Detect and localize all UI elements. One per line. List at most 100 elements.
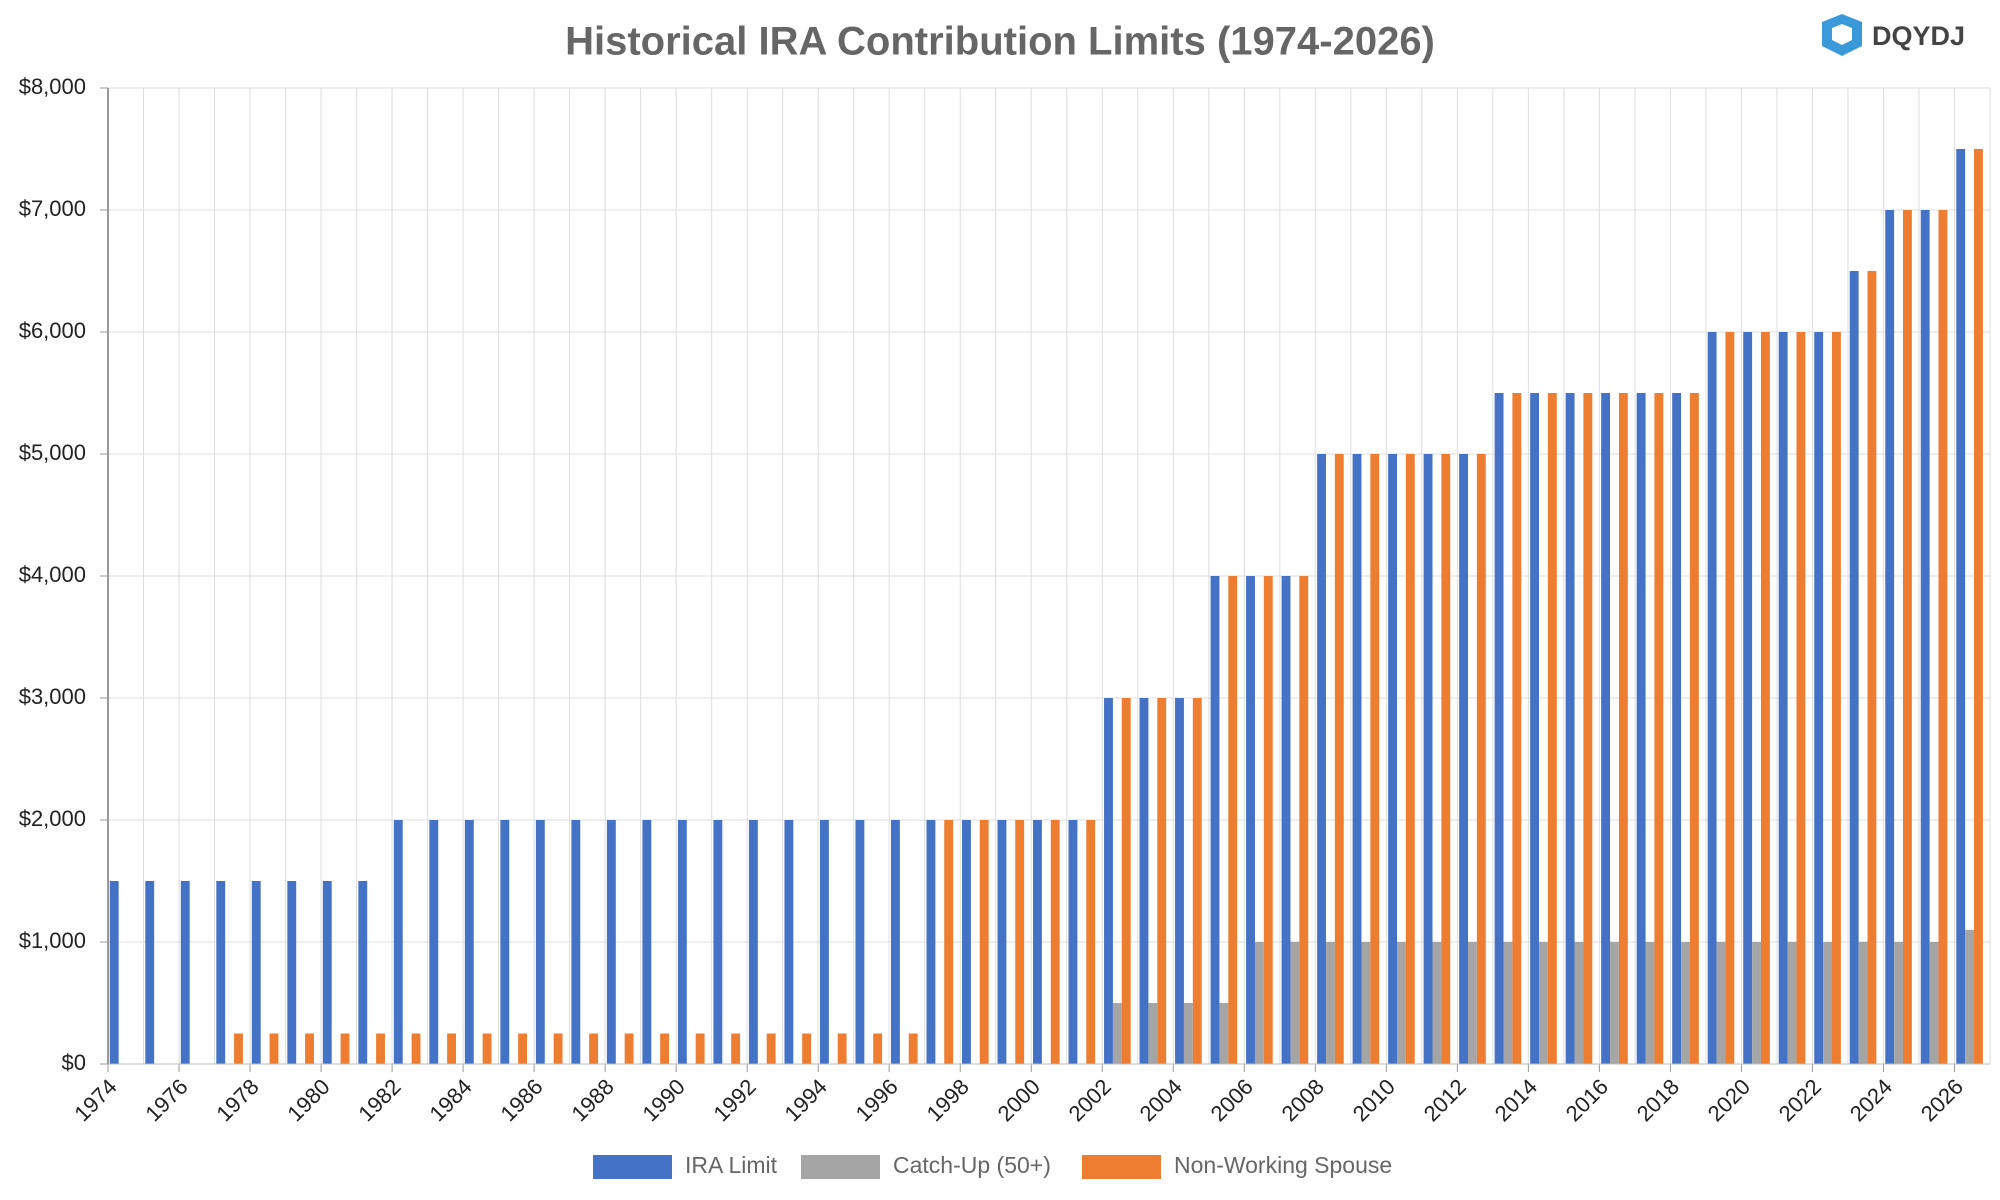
- bar: [1148, 1003, 1158, 1064]
- bar: [979, 820, 989, 1064]
- legend-label: IRA Limit: [685, 1152, 778, 1178]
- bar: [1636, 393, 1646, 1064]
- bar: [1112, 1003, 1122, 1064]
- x-tick-label: 2014: [1490, 1074, 1542, 1126]
- bar: [1325, 942, 1335, 1064]
- bar: [1707, 332, 1717, 1064]
- bar: [1965, 929, 1975, 1064]
- x-tick-label: 1974: [69, 1074, 121, 1126]
- x-tick-label: 1998: [922, 1074, 974, 1126]
- bar: [1468, 942, 1477, 1064]
- bar: [1920, 210, 1930, 1064]
- bar: [1423, 454, 1433, 1064]
- bar: [1894, 942, 1904, 1064]
- chart-title: Historical IRA Contribution Limits (1974…: [565, 20, 1435, 64]
- bar: [1192, 698, 1202, 1064]
- x-tick-label: 1984: [424, 1074, 476, 1126]
- x-tick-label: 1986: [495, 1074, 547, 1126]
- y-tick-label: $2,000: [19, 806, 86, 831]
- bar: [1476, 454, 1486, 1064]
- y-tick-label: $1,000: [19, 928, 86, 953]
- bar: [1929, 942, 1939, 1064]
- bar: [447, 1033, 456, 1064]
- x-tick-label: 1994: [780, 1074, 832, 1126]
- bar: [1725, 332, 1735, 1064]
- bar: [1565, 393, 1575, 1064]
- bar: [1512, 393, 1522, 1064]
- bar: [1539, 942, 1548, 1064]
- bar: [1334, 454, 1344, 1064]
- bar: [234, 1033, 243, 1064]
- bar: [322, 881, 332, 1064]
- x-tick-label: 1996: [851, 1074, 903, 1126]
- x-tick-label: 2016: [1561, 1074, 1613, 1126]
- bar: [1494, 393, 1504, 1064]
- bar: [1441, 454, 1451, 1064]
- bar: [1254, 942, 1264, 1064]
- bar: [1015, 820, 1025, 1064]
- bar: [145, 881, 155, 1064]
- bar: [606, 820, 616, 1064]
- bar: [1370, 454, 1380, 1064]
- logo: DQYDJ: [1822, 14, 1965, 56]
- x-tick-label: 2018: [1632, 1074, 1684, 1126]
- y-tick-label: $5,000: [19, 440, 86, 465]
- bar: [1210, 576, 1220, 1064]
- bar: [1068, 820, 1078, 1064]
- bar: [1974, 149, 1983, 1064]
- bar: [1823, 942, 1832, 1064]
- y-tick-label: $7,000: [19, 196, 86, 221]
- bar: [109, 881, 119, 1064]
- bar: [1574, 942, 1584, 1064]
- bar: [1432, 942, 1442, 1064]
- bar: [624, 1033, 634, 1064]
- bar: [1219, 1003, 1229, 1064]
- bar: [660, 1033, 670, 1064]
- bar: [1139, 698, 1149, 1064]
- bar: [1175, 698, 1184, 1064]
- bar: [1086, 820, 1096, 1064]
- bar: [1672, 393, 1682, 1064]
- bar: [429, 820, 439, 1064]
- x-tick-label: 2024: [1845, 1074, 1897, 1126]
- bar: [1760, 332, 1770, 1064]
- bar: [642, 820, 652, 1064]
- bar: [1716, 942, 1726, 1064]
- bar: [962, 820, 971, 1064]
- bar: [589, 1033, 599, 1064]
- x-tick-label: 1976: [140, 1074, 192, 1126]
- bar: [1831, 332, 1841, 1064]
- bar: [926, 820, 936, 1064]
- bar: [819, 820, 829, 1064]
- bar: [1547, 393, 1557, 1064]
- bar: [1104, 698, 1113, 1064]
- x-tick-label: 2002: [1064, 1074, 1116, 1126]
- bar: [1281, 576, 1291, 1064]
- bar: [748, 820, 758, 1064]
- bar: [1796, 332, 1806, 1064]
- bar: [393, 820, 403, 1064]
- bar: [1752, 942, 1761, 1064]
- bar: [695, 1033, 705, 1064]
- bar: [305, 1033, 314, 1064]
- bar: [376, 1033, 385, 1064]
- legend-label: Catch-Up (50+): [893, 1152, 1051, 1178]
- y-tick-label: $4,000: [19, 562, 86, 587]
- bar: [731, 1033, 741, 1064]
- bar: [500, 820, 510, 1064]
- bar: [340, 1033, 350, 1064]
- bar: [944, 820, 954, 1064]
- bar: [1681, 942, 1690, 1064]
- bar: [1903, 210, 1912, 1064]
- bar: [1743, 332, 1753, 1064]
- bar: [1246, 576, 1255, 1064]
- bar: [1618, 393, 1628, 1064]
- bar: [1689, 393, 1699, 1064]
- bar: [873, 1033, 883, 1064]
- bar: [1645, 942, 1655, 1064]
- bar: [1601, 393, 1611, 1064]
- bar: [837, 1033, 847, 1064]
- legend-swatch: [593, 1155, 672, 1179]
- x-tick-label: 2010: [1348, 1074, 1400, 1126]
